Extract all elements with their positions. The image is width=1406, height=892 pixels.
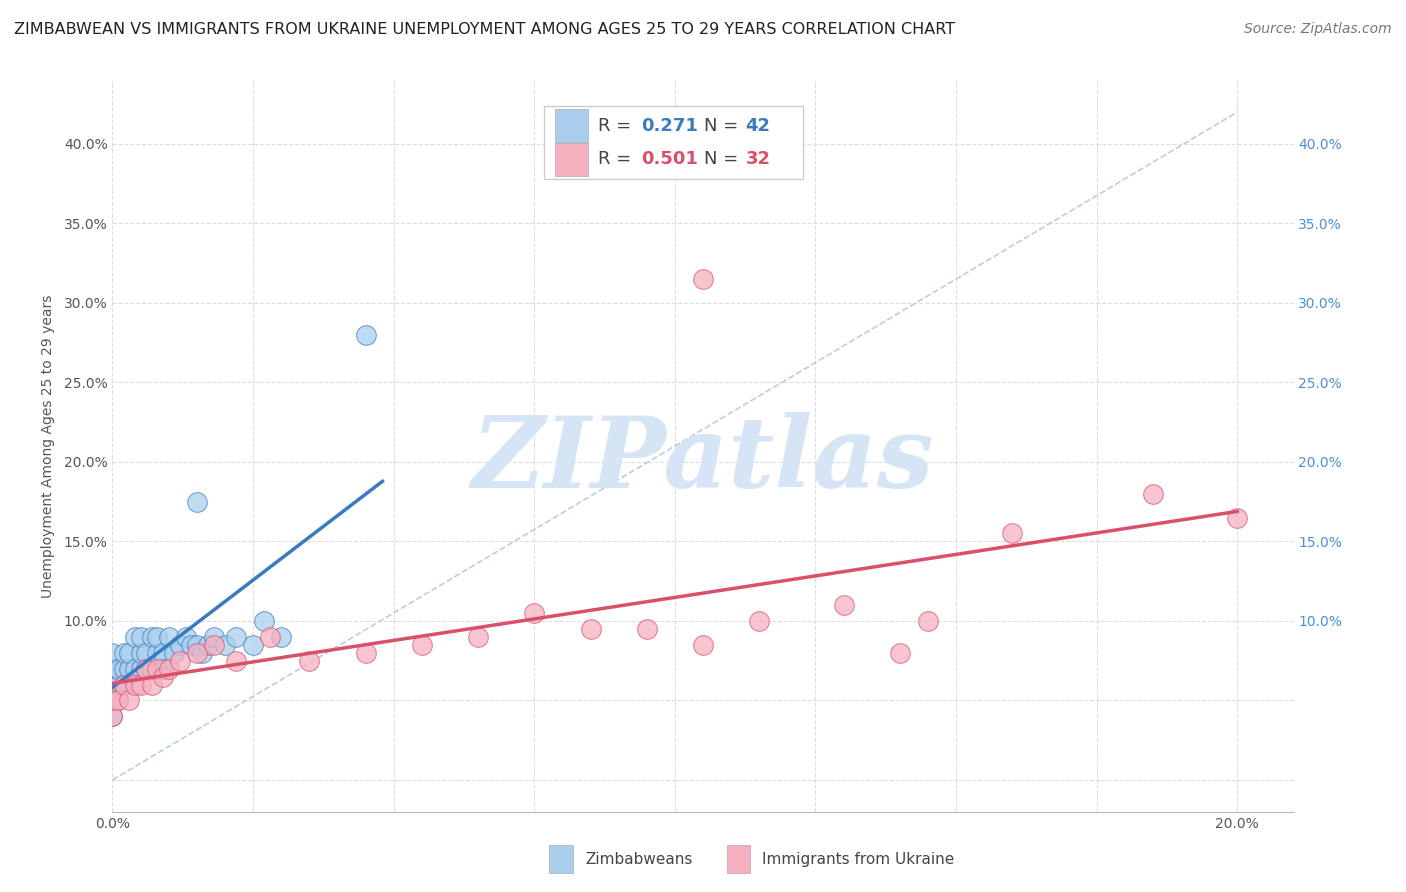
Point [129,630,152,644]
Point [101,662,124,676]
Point [118,662,141,676]
Point [1001,526,1024,541]
Point [124,630,146,644]
Point [169,638,191,652]
Point [101,646,124,660]
Point [101,677,124,691]
Point [107,662,129,676]
Point [225,630,247,644]
Point [253,614,276,628]
Point [101,693,124,707]
Point [523,606,546,620]
Text: N =: N = [704,150,744,169]
Point [259,630,281,644]
Point [152,669,174,683]
Point [107,677,129,691]
Point [163,646,186,660]
Point [107,693,129,707]
Point [101,709,124,723]
Point [146,630,169,644]
Point [579,622,602,636]
Point [157,630,180,644]
Point [124,662,146,676]
Point [129,677,152,691]
Point [174,630,197,644]
Point [152,646,174,660]
Point [180,638,202,652]
Point [101,693,124,707]
Point [186,646,208,660]
Point [298,654,321,668]
Point [411,638,433,652]
FancyBboxPatch shape [555,143,589,176]
Point [467,630,489,644]
Y-axis label: Unemployment Among Ages 25 to 29 years: Unemployment Among Ages 25 to 29 years [41,294,55,598]
FancyBboxPatch shape [555,109,589,142]
Point [118,646,141,660]
Point [889,646,911,660]
Text: 0.501: 0.501 [641,150,699,169]
Point [135,646,157,660]
Point [157,662,180,676]
Point [242,638,264,652]
Text: Source: ZipAtlas.com: Source: ZipAtlas.com [1244,22,1392,37]
FancyBboxPatch shape [727,846,751,873]
Point [832,598,855,612]
Point [186,494,208,508]
Point [225,654,247,668]
Point [107,693,129,707]
Point [146,662,169,676]
Point [135,662,157,676]
Point [197,638,219,652]
Point [202,638,225,652]
Text: Zimbabweans: Zimbabweans [585,852,692,867]
Point [1142,486,1164,500]
Point [141,662,163,676]
Point [141,677,163,691]
Point [202,630,225,644]
Point [692,638,714,652]
FancyBboxPatch shape [544,106,803,179]
Point [191,646,214,660]
Text: R =: R = [598,117,637,135]
Point [112,677,135,691]
Text: R =: R = [598,150,637,169]
Text: N =: N = [704,117,744,135]
Point [917,614,939,628]
Point [186,638,208,652]
Text: 0.271: 0.271 [641,117,699,135]
Point [124,677,146,691]
Point [748,614,770,628]
Point [129,662,152,676]
Point [354,646,377,660]
Point [214,638,236,652]
Point [135,662,157,676]
Text: 42: 42 [745,117,770,135]
Point [118,693,141,707]
Point [692,272,714,286]
Point [141,630,163,644]
FancyBboxPatch shape [550,846,574,873]
Text: ZIMBABWEAN VS IMMIGRANTS FROM UKRAINE UNEMPLOYMENT AMONG AGES 25 TO 29 YEARS COR: ZIMBABWEAN VS IMMIGRANTS FROM UKRAINE UN… [14,22,955,37]
Point [101,709,124,723]
Point [270,630,292,644]
Point [636,622,658,636]
Text: ZIPatlas: ZIPatlas [472,412,934,508]
Point [152,662,174,676]
Point [354,327,377,342]
Point [169,654,191,668]
Point [112,646,135,660]
Text: 32: 32 [745,150,770,169]
Point [1226,510,1249,524]
Text: Immigrants from Ukraine: Immigrants from Ukraine [762,852,955,867]
Point [112,662,135,676]
Point [129,646,152,660]
Point [112,677,135,691]
Point [146,646,169,660]
